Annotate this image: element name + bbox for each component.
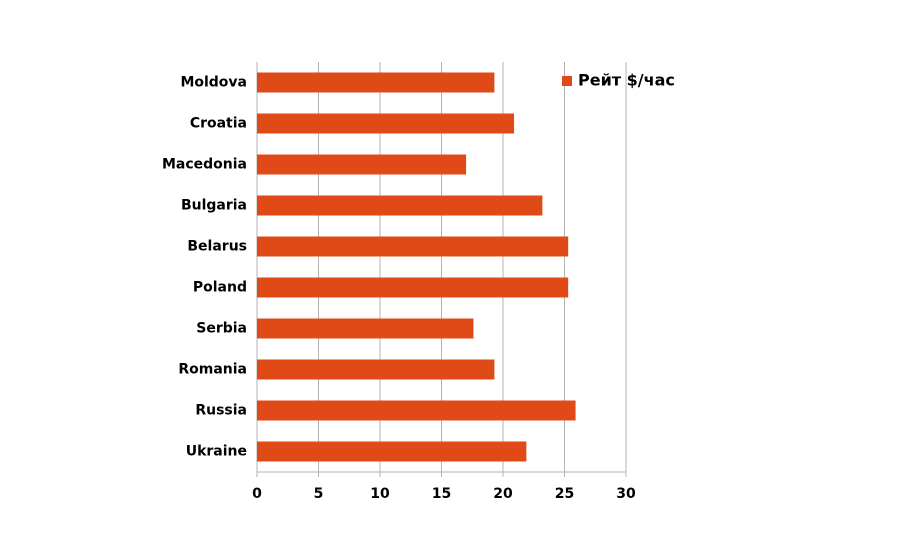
x-tick-label: 10 bbox=[370, 486, 390, 502]
y-tick-label: Bulgaria bbox=[181, 198, 247, 214]
y-tick-label: Macedonia bbox=[162, 157, 247, 173]
bar bbox=[257, 318, 474, 339]
x-tick-label: 5 bbox=[314, 486, 324, 502]
bar bbox=[257, 113, 515, 134]
x-tick-label: 25 bbox=[555, 486, 574, 502]
bar bbox=[257, 441, 527, 462]
x-tick-label: 15 bbox=[432, 486, 451, 502]
bar bbox=[257, 400, 576, 421]
y-tick-label: Russia bbox=[195, 403, 247, 419]
bar bbox=[257, 72, 495, 93]
legend-label: Рейт $/час bbox=[578, 71, 675, 90]
bar bbox=[257, 154, 467, 175]
y-tick-label: Poland bbox=[193, 280, 247, 296]
x-tick-label: 0 bbox=[252, 486, 262, 502]
bar bbox=[257, 277, 569, 298]
bar bbox=[257, 236, 569, 257]
y-tick-label: Croatia bbox=[190, 116, 247, 132]
bar bbox=[257, 195, 543, 216]
y-tick-label: Ukraine bbox=[186, 444, 247, 460]
legend-swatch bbox=[562, 76, 572, 86]
x-tick-label: 30 bbox=[616, 486, 636, 502]
bar bbox=[257, 359, 495, 380]
y-tick-label: Romania bbox=[178, 362, 247, 378]
x-tick-label: 20 bbox=[493, 486, 513, 502]
y-tick-label: Moldova bbox=[180, 75, 247, 91]
y-tick-label: Belarus bbox=[187, 239, 247, 255]
y-tick-label: Serbia bbox=[196, 321, 247, 337]
